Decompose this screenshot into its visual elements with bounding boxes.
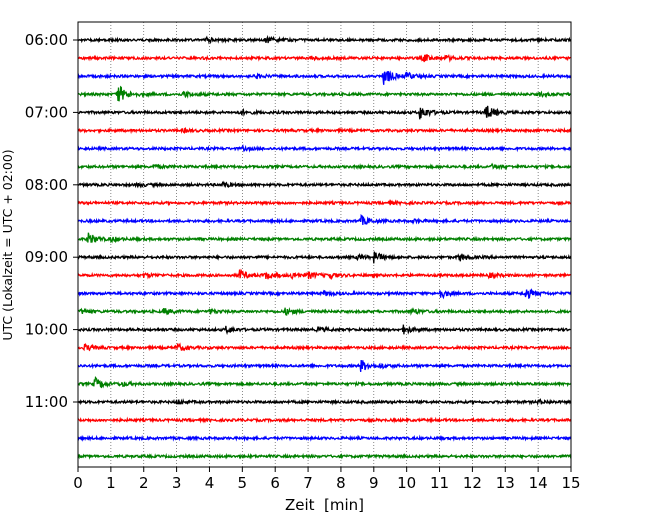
seismogram-trace	[77, 398, 572, 407]
x-tick-label: 6	[270, 474, 280, 492]
seismogram-trace	[77, 34, 572, 45]
y-tick-label: 11:00	[25, 393, 68, 411]
seismogram-trace	[77, 162, 572, 171]
seismogram-trace	[77, 180, 572, 189]
x-tick-label: 10	[397, 474, 416, 492]
seismogram-trace	[77, 342, 572, 352]
seismogram-trace	[77, 85, 572, 102]
seismogram-trace	[77, 288, 572, 300]
x-tick-label: 0	[73, 474, 83, 492]
x-tick-label: 4	[205, 474, 215, 492]
y-tick-label: 10:00	[25, 321, 68, 339]
seismogram-trace	[77, 324, 572, 336]
seismogram-trace	[77, 251, 572, 264]
y-tick-label: 08:00	[25, 176, 68, 194]
y-tick-label: 09:00	[25, 248, 68, 266]
x-tick-label: 8	[336, 474, 346, 492]
grid-layer	[110, 22, 539, 467]
x-tick-label: 11	[430, 474, 449, 492]
seismogram-trace	[78, 105, 572, 120]
y-tick-label: 06:00	[25, 31, 68, 49]
seismogram-trace	[77, 232, 572, 244]
x-tick-label: 9	[369, 474, 379, 492]
trace-layer	[77, 34, 572, 460]
x-tick-label: 1	[106, 474, 116, 492]
x-tick-label: 7	[303, 474, 313, 492]
seismogram-trace	[77, 126, 572, 135]
seismogram-trace	[77, 198, 572, 207]
y-tick-label: 07:00	[25, 103, 68, 121]
x-tick-label: 15	[561, 474, 580, 492]
x-tick-label: 13	[496, 474, 515, 492]
x-tick-label: 5	[238, 474, 248, 492]
seismogram-trace	[77, 70, 572, 85]
seismogram-trace	[77, 143, 572, 153]
seismogram-trace	[77, 306, 572, 316]
x-axis-title: Zeit [min]	[285, 496, 364, 514]
x-tick-label: 14	[529, 474, 548, 492]
seismogram-trace	[77, 416, 572, 424]
x-tick-label: 12	[463, 474, 482, 492]
seismogram-trace	[77, 53, 572, 63]
seismogram-trace	[77, 268, 572, 281]
seismogram-trace	[77, 434, 572, 442]
seismogram-trace	[77, 376, 572, 389]
seismogram-trace	[77, 359, 572, 372]
plot-frame	[77, 21, 572, 468]
seismogram-trace	[77, 452, 572, 460]
y-axis-title: UTC (Lokalzeit = UTC + 02:00)	[0, 149, 15, 340]
x-tick-label: 3	[172, 474, 182, 492]
x-tick-label: 2	[139, 474, 149, 492]
seismogram-trace	[77, 213, 572, 225]
axis-layer: 0 1 2 3 4 5 6 7 8 9 10 11 12 13 14 1506:0007:0008:0009:…	[25, 31, 581, 492]
